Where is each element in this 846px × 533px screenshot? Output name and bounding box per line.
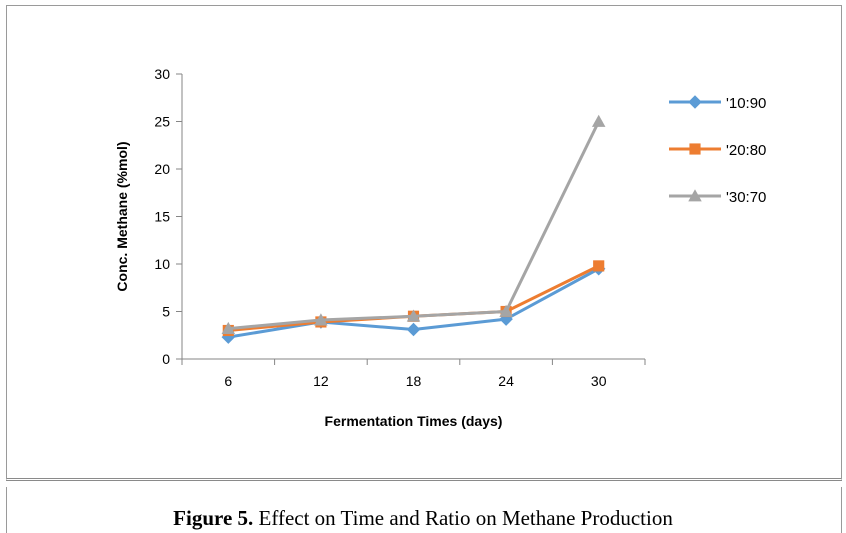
- data-point: [499, 304, 513, 317]
- y-tick-label: 25: [154, 114, 170, 130]
- legend-label: '10:90: [726, 95, 766, 112]
- legend: '10:90 '20:80 '30:70: [669, 95, 766, 206]
- series-3: [221, 114, 606, 334]
- legend-marker: [689, 143, 701, 155]
- legend-marker: [688, 95, 702, 109]
- data-point: [221, 321, 236, 334]
- x-tick-label: 12: [313, 373, 329, 389]
- caption-box: [6, 487, 842, 533]
- figure-caption: Figure 5. Effect on Time and Ratio on Me…: [0, 506, 846, 531]
- x-tick-label: 24: [498, 373, 514, 389]
- data-point: [406, 322, 421, 337]
- series-1: [221, 262, 606, 344]
- y-tick-label: 0: [162, 351, 170, 367]
- y-axis-title: Conc. Methane (%mol): [114, 141, 130, 291]
- y-tick-label: 10: [154, 256, 170, 272]
- x-tick-label: 18: [406, 373, 422, 389]
- plot-area: [221, 114, 606, 344]
- legend-label: '20:80: [726, 142, 766, 159]
- caption-text: Effect on Time and Ratio on Methane Prod…: [253, 506, 673, 530]
- x-axis-title: Fermentation Times (days): [325, 413, 503, 429]
- data-point: [314, 313, 328, 326]
- legend-item: '10:90: [669, 95, 766, 112]
- y-tick-label: 5: [162, 304, 170, 320]
- data-point: [406, 309, 421, 322]
- legend-label: '30:70: [726, 189, 766, 206]
- data-point: [591, 114, 606, 127]
- legend-item: '20:80: [669, 142, 766, 159]
- x-tick-label: 30: [591, 373, 607, 389]
- legend-item: '30:70: [669, 189, 766, 206]
- chart-frame: [6, 5, 842, 481]
- y-tick-label: 15: [154, 209, 170, 225]
- x-tick-label: 6: [224, 373, 232, 389]
- axes: 0 5 10 15 20 25 30 6 12 18 24 30: [154, 66, 646, 389]
- y-tick-label: 30: [154, 66, 170, 82]
- y-tick-label: 20: [154, 161, 170, 177]
- legend-marker: [688, 189, 702, 202]
- data-point: [593, 260, 605, 272]
- caption-label: Figure 5.: [173, 506, 254, 530]
